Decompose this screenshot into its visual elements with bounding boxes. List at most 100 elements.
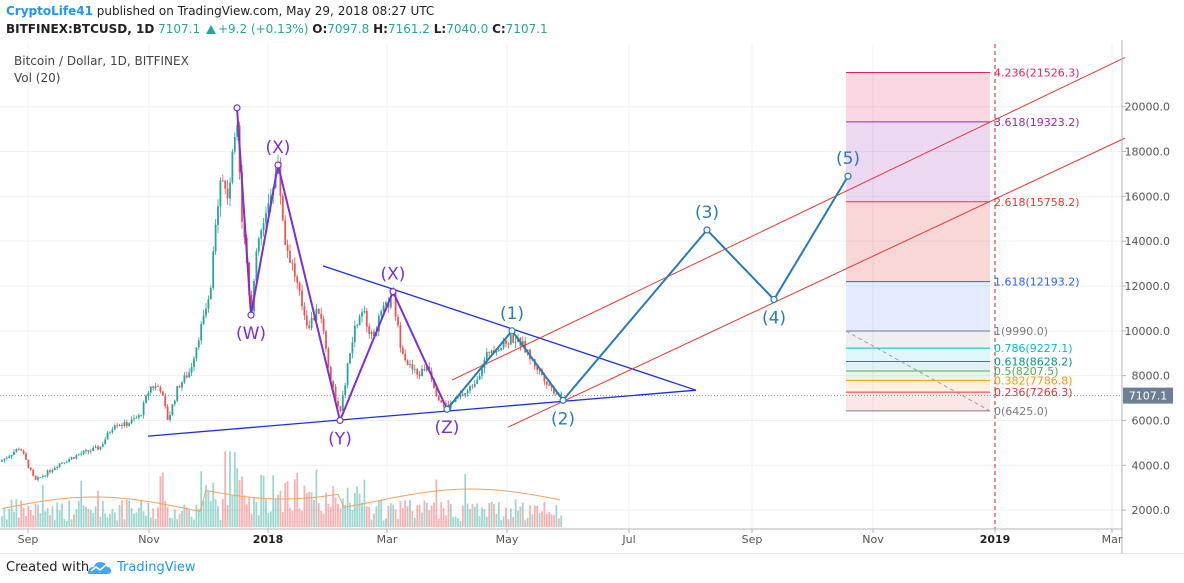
- fib-level-label: 0.786(9227.1): [994, 342, 1073, 355]
- candle-body: [157, 386, 159, 387]
- candle-body: [351, 342, 354, 354]
- time-axis[interactable]: Sep Nov 2018 Mar May Jul Sep Nov 2019 Mar: [18, 529, 1123, 546]
- candle-body: [229, 182, 231, 199]
- wxy-path[interactable]: [236, 107, 448, 424]
- candle-body: [543, 374, 546, 382]
- candle-body: [423, 368, 426, 371]
- price-change: +9.2 (+0.13%): [217, 22, 309, 36]
- volume-ma-line: [1, 488, 561, 512]
- candle-body: [373, 331, 375, 337]
- wave-label: (X): [266, 138, 291, 158]
- wave-node[interactable]: [703, 226, 711, 234]
- volume-bar: [440, 502, 443, 527]
- wave-node[interactable]: [508, 327, 516, 335]
- wxy-node[interactable]: [233, 104, 241, 112]
- price-axis[interactable]: 2000.0 4000.0 6000.0 8000.0 10000.0 12000.0 14…: [1122, 101, 1170, 517]
- wxy-node[interactable]: [247, 311, 255, 319]
- candle-body: [404, 353, 407, 361]
- candle-body: [197, 340, 200, 348]
- candle-body: [226, 188, 229, 199]
- volume-bar: [181, 510, 183, 527]
- candle-body: [49, 470, 51, 472]
- candle-body: [281, 195, 284, 221]
- candle-body: [233, 136, 236, 152]
- volume-bar: [94, 506, 97, 527]
- triangle-trendline[interactable]: [322, 265, 697, 391]
- candle-body: [205, 308, 207, 316]
- wave-node[interactable]: [770, 295, 778, 304]
- author-link[interactable]: CryptoLife41: [6, 4, 93, 18]
- wave-node[interactable]: [443, 405, 451, 413]
- volume-bar: [301, 510, 303, 527]
- wxy-node[interactable]: [389, 288, 397, 296]
- volume-bar: [49, 515, 51, 527]
- volume-bar: [248, 497, 251, 527]
- volume-indicator-label: Vol (20): [14, 71, 60, 85]
- volume-bar: [351, 509, 354, 527]
- volume-bar: [32, 515, 35, 527]
- volume-bar: [332, 486, 335, 527]
- volume-bar: [190, 516, 193, 527]
- volume-bar: [457, 518, 459, 527]
- wxy-node[interactable]: [274, 161, 282, 169]
- volume-bar: [80, 480, 83, 527]
- volume-bar: [133, 513, 135, 527]
- volume-bar: [346, 487, 349, 527]
- candle-body: [159, 386, 162, 392]
- volume-bar: [481, 507, 483, 527]
- candle-body: [137, 415, 140, 418]
- volume-bar: [226, 504, 229, 527]
- volume-bar: [373, 513, 375, 527]
- wave-node[interactable]: [844, 172, 852, 180]
- candle-body: [34, 475, 37, 480]
- symbol-info: BITFINEX:BTCUSD, 1D 7107.1 +9.2 (+0.13%)…: [6, 22, 548, 36]
- channel-trendline[interactable]: [507, 137, 1126, 428]
- candle-body: [260, 229, 263, 239]
- volume-bar: [298, 508, 301, 527]
- candle-body: [298, 282, 301, 291]
- candle-body: [27, 459, 30, 468]
- fibonacci-extension[interactable]: 0(6425.0) 0.236(7266.3)0.382(7786.8)0.5(8…: [845, 67, 1080, 418]
- candle-body: [550, 385, 553, 388]
- candle-body: [382, 305, 385, 312]
- tradingview-logo-icon[interactable]: [86, 558, 112, 578]
- triangle-trendline[interactable]: [147, 389, 697, 437]
- volume-bar: [61, 503, 63, 527]
- volume-bar: [209, 501, 212, 527]
- volume-bar: [514, 499, 517, 527]
- channel-trendline[interactable]: [451, 56, 1126, 381]
- elliott-wave-path[interactable]: [446, 175, 849, 410]
- price-chart[interactable]: 0(6425.0) 0.236(7266.3)0.382(7786.8)0.5(8…: [0, 40, 1184, 553]
- volume-bar: [317, 502, 320, 527]
- volume-bar: [557, 518, 560, 527]
- volume-bar: [212, 482, 215, 527]
- candle-body: [236, 125, 239, 137]
- candle-body: [147, 392, 150, 396]
- volume-bar: [27, 506, 30, 527]
- volume-bar: [327, 503, 330, 527]
- volume-bar: [135, 512, 138, 527]
- volume-bar: [125, 499, 128, 527]
- candle-body: [461, 394, 464, 396]
- wave-node[interactable]: [559, 396, 567, 404]
- volume-bar: [334, 497, 337, 527]
- candle-body: [289, 250, 291, 263]
- volume-bar: [308, 492, 311, 527]
- candle-body: [13, 451, 15, 455]
- elliott-waves[interactable]: (1) (2) (3) (4) (5): [443, 149, 860, 429]
- fib-zone: [846, 281, 990, 332]
- trendlines[interactable]: [147, 56, 1126, 437]
- wave-label: (3): [695, 203, 719, 223]
- wxy-node[interactable]: [336, 416, 344, 425]
- volume-bar: [349, 502, 351, 527]
- candle-body: [344, 385, 347, 396]
- candle-body: [473, 383, 476, 387]
- high-label: H:: [373, 22, 388, 36]
- price-tick-label: 14000.0: [1125, 235, 1171, 248]
- fib-level-label: 3.618(19323.2): [994, 116, 1080, 129]
- fib-level-label: 0(6425.0): [994, 405, 1048, 418]
- candle-body: [152, 386, 155, 389]
- tradingview-brand-link[interactable]: TradingView: [117, 560, 196, 575]
- volume-bar: [171, 518, 174, 527]
- close-value: 7107.1: [505, 22, 548, 36]
